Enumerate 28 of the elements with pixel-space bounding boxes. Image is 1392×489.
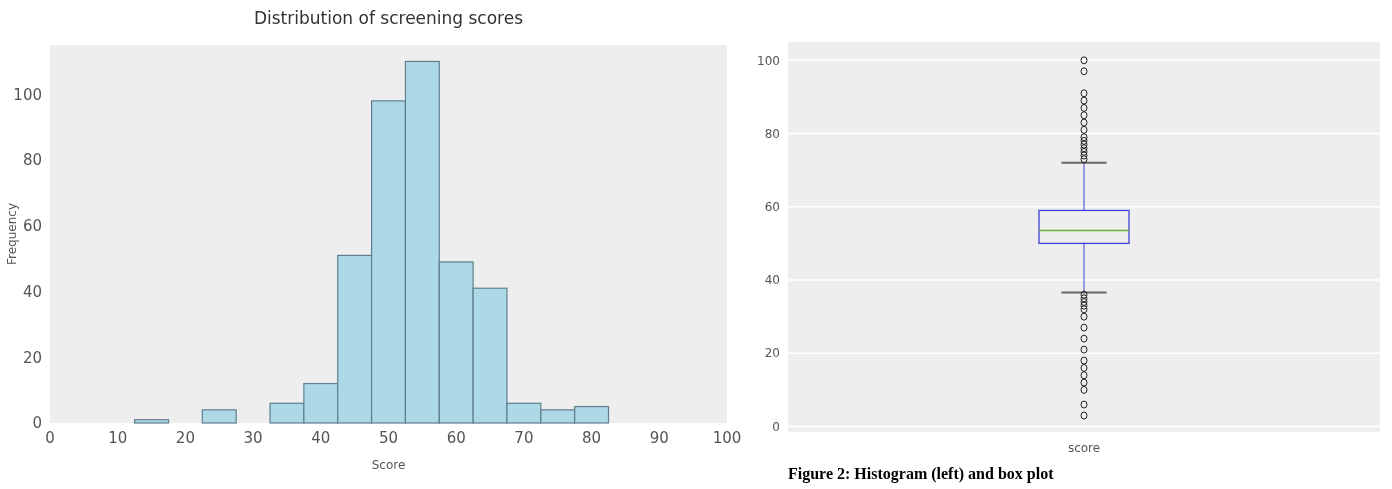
y-tick-label: 0 <box>772 419 780 434</box>
y-tick-label: 40 <box>22 282 42 301</box>
y-tick-label: 80 <box>764 126 780 141</box>
x-axis-title: Score <box>371 458 406 472</box>
y-axis-title: Frequency <box>5 203 19 265</box>
y-tick-label: 20 <box>22 348 42 367</box>
x-tick-label: 50 <box>378 429 399 447</box>
y-tick-label: 100 <box>13 85 42 104</box>
y-tick-label: 100 <box>757 53 780 68</box>
y-tick-label: 60 <box>22 217 42 236</box>
y-tick-label: 60 <box>764 199 780 214</box>
y-tick-label: 40 <box>764 273 780 288</box>
chart-title: Distribution of screening scores <box>253 8 524 28</box>
y-tick-label: 0 <box>32 414 42 433</box>
x-tick-label: 70 <box>514 429 534 447</box>
y-tick-label: 20 <box>764 346 780 361</box>
y-tick-label: 80 <box>22 151 42 170</box>
x-tick-label: 100 <box>712 429 742 447</box>
x-tick-label: 0 <box>45 429 55 447</box>
x-tick-label: 80 <box>582 429 602 447</box>
x-tick-label: 60 <box>446 429 466 447</box>
x-tick-label: 30 <box>243 429 263 447</box>
x-tick-label: 90 <box>649 429 669 447</box>
x-tick-label: score <box>1067 441 1101 455</box>
caption: Figure 2: Histogram (left) and box plot <box>788 465 1055 483</box>
x-tick-label: 20 <box>175 429 195 447</box>
x-tick-label: 10 <box>108 429 128 447</box>
x-tick-label: 40 <box>311 429 331 447</box>
